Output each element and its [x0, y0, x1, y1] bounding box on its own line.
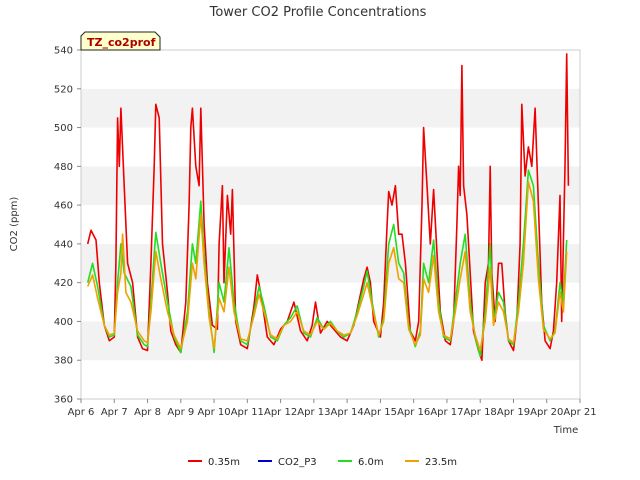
legend-item: 0.35m	[188, 457, 240, 468]
grid-band	[81, 128, 580, 167]
chart: 360 380 400 420 440 460 480 500 520 540 Apr 6 Apr …	[0, 0, 640, 480]
chart-title: Tower CO2 Profile Concentrations	[209, 5, 427, 20]
y-tick-label: 520	[54, 84, 73, 95]
legend-label: CO2_P3	[278, 457, 317, 468]
x-tick-label: Apr 10	[197, 407, 230, 418]
legend-item: 23.5m	[405, 457, 457, 468]
grid-bands	[81, 50, 580, 399]
tz-tag-label: TZ_co2prof	[87, 36, 156, 49]
x-tick-label: Apr 9	[167, 407, 194, 418]
y-tick-label: 400	[54, 317, 73, 328]
x-tick-label: Apr 18	[464, 407, 497, 418]
legend-label: 6.0m	[358, 457, 384, 468]
x-tick-label: Apr 7	[101, 407, 128, 418]
x-tick-label: Apr 11	[231, 407, 264, 418]
legend: 0.35m CO2_P3 6.0m 23.5m	[188, 457, 457, 468]
y-tick-label: 460	[54, 201, 73, 212]
x-tick-label: Apr 20	[530, 407, 563, 418]
y-tick-label: 380	[54, 356, 73, 367]
grid-band	[81, 321, 580, 360]
y-tick-label: 420	[54, 278, 73, 289]
x-axis: Apr 6 Apr 7 Apr 8 Apr 9 Apr 10 Apr 11 Apr 12 Ap…	[68, 399, 597, 418]
x-tick-label: Apr 8	[134, 407, 161, 418]
x-tick-label: Apr 21	[563, 407, 596, 418]
grid-band	[81, 166, 580, 205]
legend-item: CO2_P3	[258, 457, 317, 468]
x-axis-label: Time	[553, 425, 578, 436]
x-tick-label: Apr 12	[264, 407, 297, 418]
y-tick-label: 540	[54, 46, 73, 57]
grid-band	[81, 50, 580, 89]
x-tick-label: Apr 6	[68, 407, 95, 418]
legend-label: 0.35m	[208, 457, 240, 468]
legend-item: 6.0m	[338, 457, 384, 468]
grid-band	[81, 360, 580, 399]
y-tick-label: 500	[54, 123, 73, 134]
x-tick-label: Apr 16	[397, 407, 430, 418]
legend-label: 23.5m	[425, 457, 457, 468]
x-tick-label: Apr 14	[331, 407, 364, 418]
y-axis: 360 380 400 420 440 460 480 500 520 540	[54, 46, 81, 406]
tz-tag: TZ_co2prof	[81, 32, 160, 50]
y-tick-label: 480	[54, 162, 73, 173]
x-tick-label: Apr 17	[430, 407, 463, 418]
y-tick-label: 440	[54, 239, 73, 250]
x-tick-label: Apr 19	[497, 407, 530, 418]
y-axis-label: CO2 (ppm)	[9, 197, 20, 252]
y-tick-label: 360	[54, 395, 73, 406]
grid-band	[81, 244, 580, 283]
x-tick-label: Apr 13	[297, 407, 330, 418]
x-tick-label: Apr 15	[364, 407, 397, 418]
